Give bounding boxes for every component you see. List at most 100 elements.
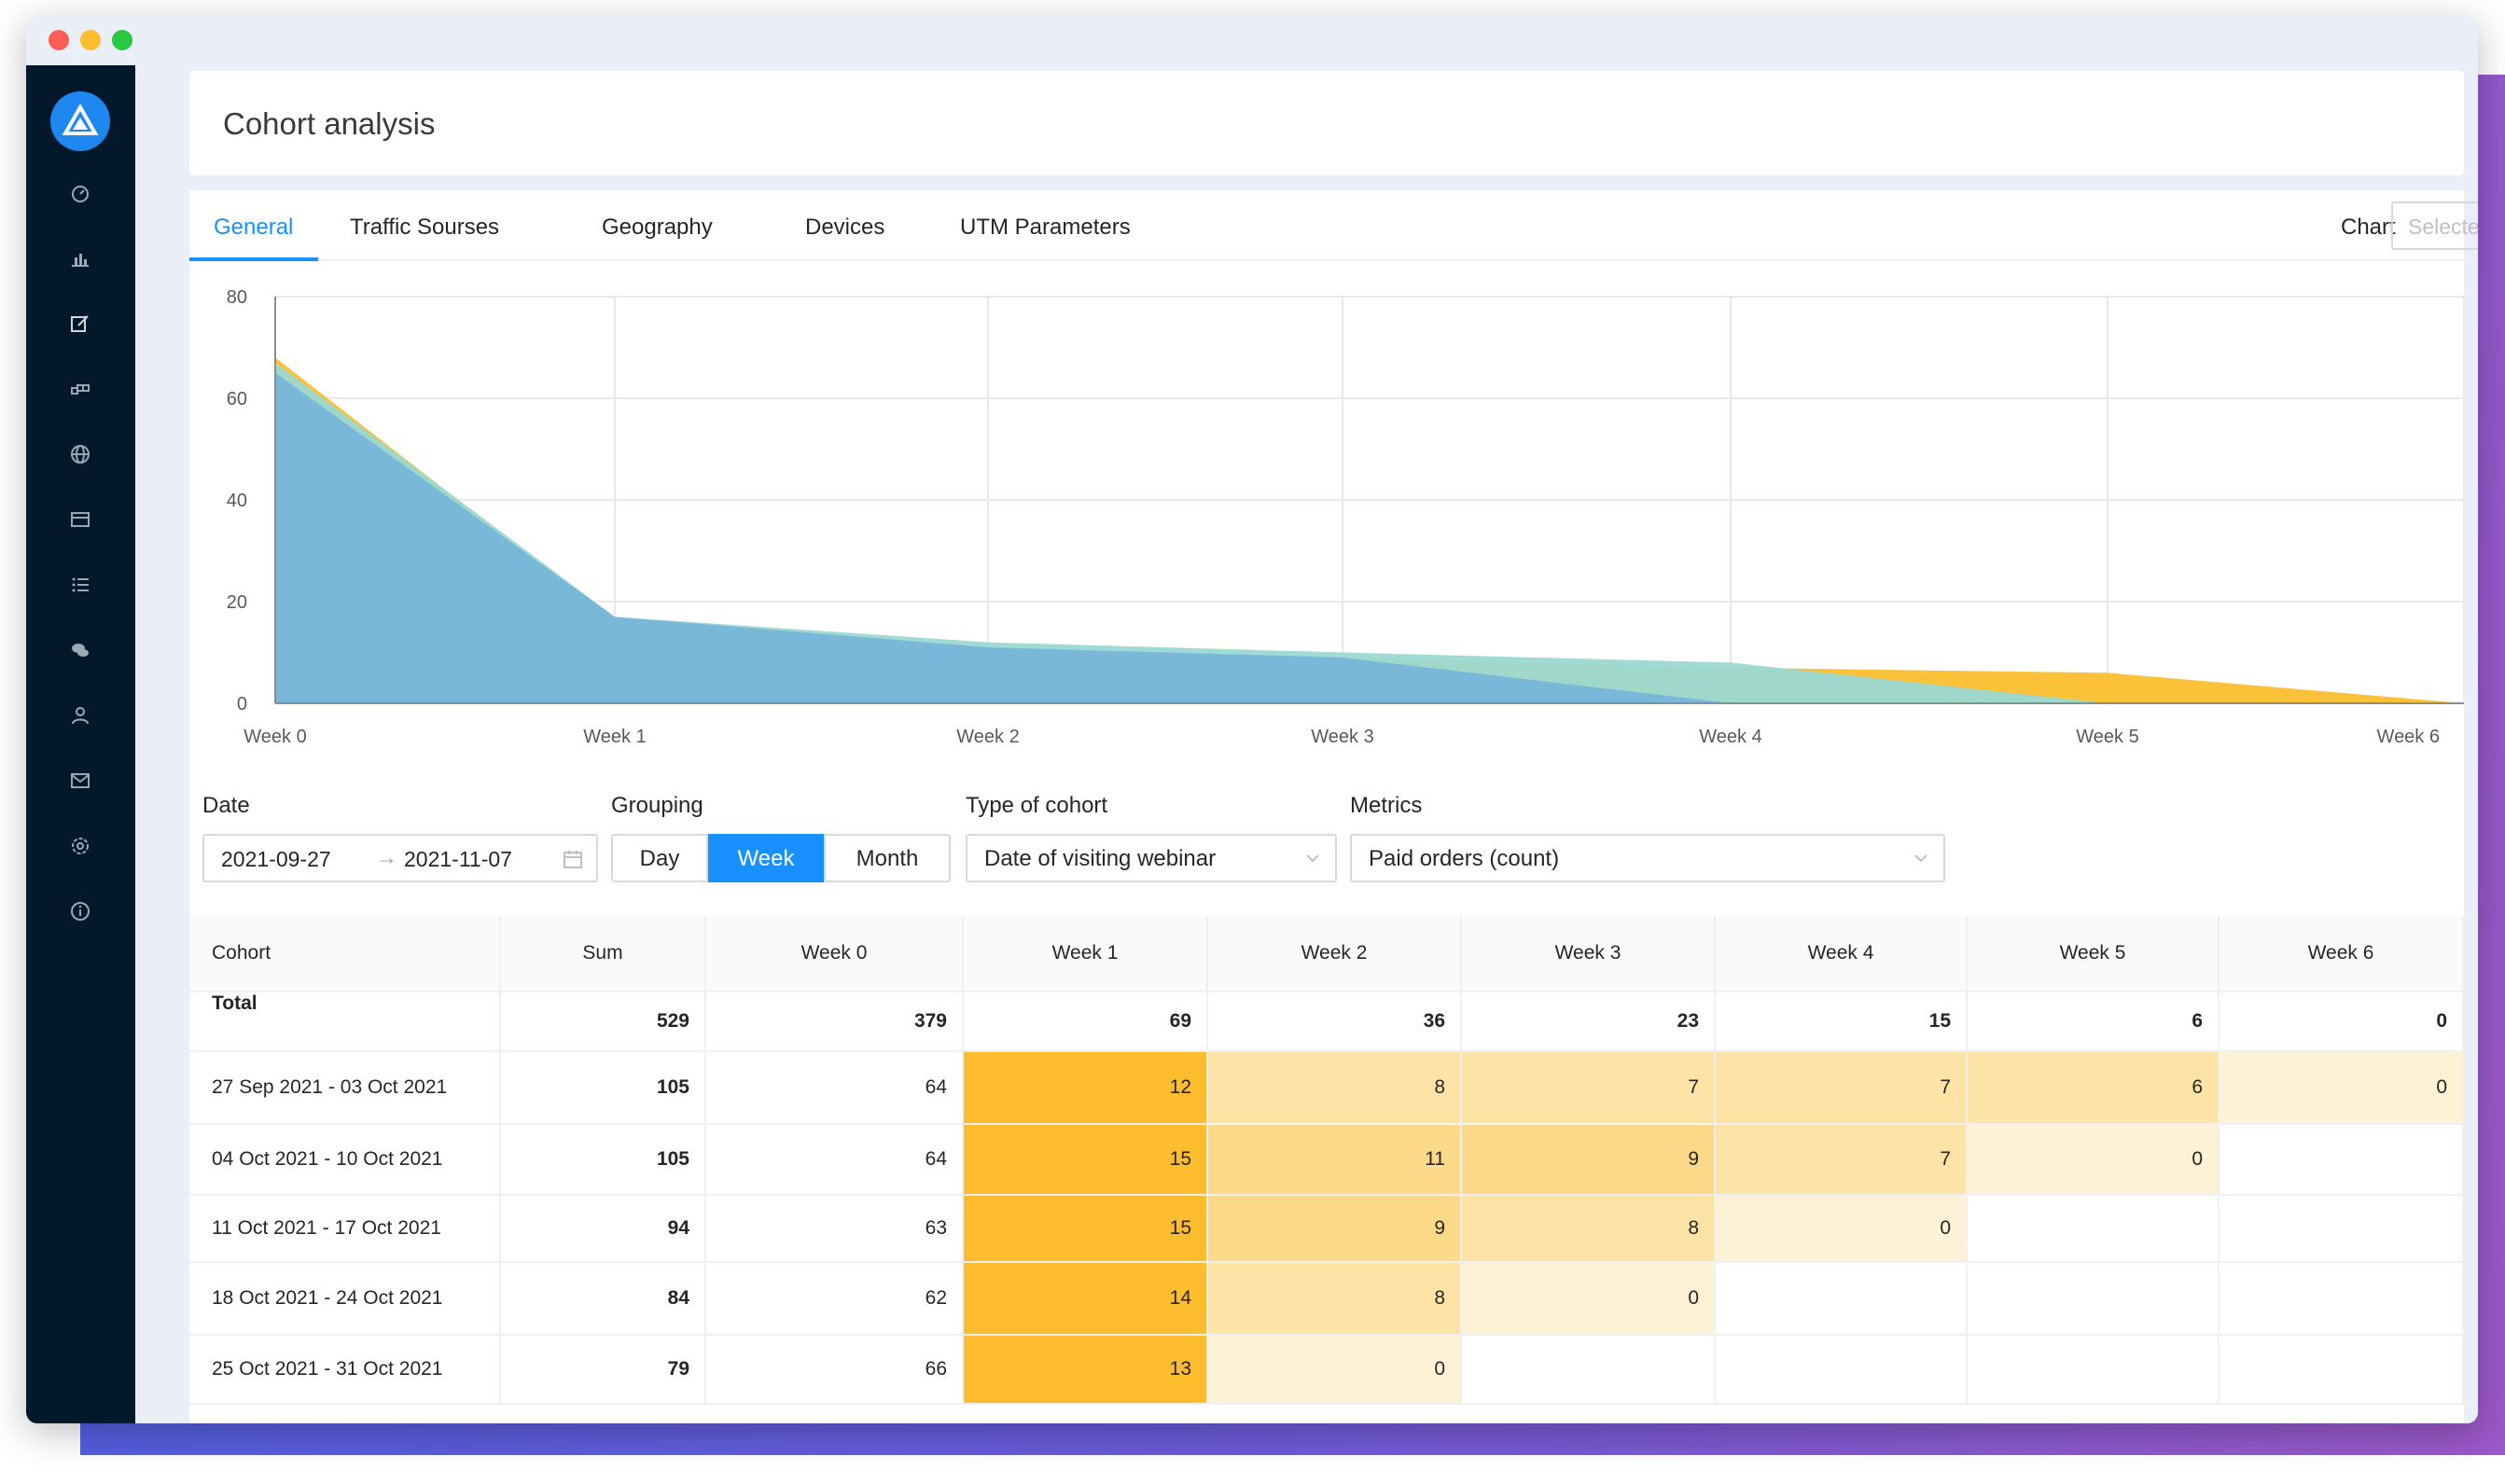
x-tick-label: Week 5 <box>2076 727 2138 747</box>
tab-geography[interactable]: Geography <box>602 215 713 240</box>
grouping-week-button[interactable]: Week <box>708 834 824 882</box>
page-title: Cohort analysis <box>223 106 436 141</box>
sidebar <box>26 65 135 1423</box>
credit-card-icon[interactable] <box>67 506 93 533</box>
week-cell: 13 <box>964 1336 1208 1403</box>
x-tick-label: Week 6 <box>2377 727 2440 747</box>
metrics-label: Metrics <box>1350 793 1423 818</box>
column-header: Week 4 <box>1716 916 1968 991</box>
x-tick-label: Week 4 <box>1699 727 1761 747</box>
chart-select-placeholder: Selected: 3 <box>2408 215 2478 239</box>
week-cell: 15 <box>964 1125 1208 1194</box>
user-icon[interactable] <box>67 702 93 728</box>
main-card: General Traffic Sourses Geography Device… <box>189 190 2478 1423</box>
y-tick-label: 40 <box>227 491 247 511</box>
metrics-select[interactable]: Paid orders (count) <box>1350 834 1945 882</box>
week-cell: 0 <box>1716 1196 1968 1261</box>
info-icon[interactable] <box>67 898 93 924</box>
week-cell: 9 <box>1208 1196 1462 1261</box>
calendar-icon <box>564 851 582 868</box>
column-header: Week 3 <box>1462 916 1716 991</box>
tab-utm-parameters[interactable]: UTM Parameters <box>960 215 1131 240</box>
close-window-button[interactable] <box>49 30 69 50</box>
total-cell: 69 <box>964 992 1208 1050</box>
week-cell: 15 <box>964 1196 1208 1261</box>
total-cell: 0 <box>2220 992 2464 1050</box>
chat-icon[interactable] <box>67 637 93 663</box>
maximize-window-button[interactable] <box>112 30 132 50</box>
week-cell <box>2220 1336 2464 1403</box>
week-cell: 12 <box>964 1052 1208 1123</box>
week-cell: 0 <box>2220 1052 2464 1123</box>
total-cell: 36 <box>1208 992 1462 1050</box>
bar-chart-icon[interactable] <box>67 245 93 271</box>
cohort-type-value: Date of visiting webinar <box>984 846 1217 871</box>
title-bar <box>26 15 2478 65</box>
cohort-type-select[interactable]: Date of visiting webinar <box>966 834 1337 882</box>
y-tick-label: 60 <box>227 389 247 409</box>
week-cell: 0 <box>1462 1263 1716 1334</box>
edit-icon[interactable] <box>67 311 93 337</box>
tab-traffic-sources[interactable]: Traffic Sourses <box>350 215 500 240</box>
x-tick-label: Week 2 <box>956 727 1019 747</box>
cohort-cell: 18 Oct 2021 - 24 Oct 2021 <box>189 1263 501 1334</box>
active-tab-indicator <box>189 257 318 261</box>
x-tick-label: Week 1 <box>583 727 646 747</box>
series-area-2 <box>275 372 2464 703</box>
grouping-day-button[interactable]: Day <box>611 834 708 882</box>
tab-devices[interactable]: Devices <box>805 215 885 240</box>
total-label: Total <box>189 992 501 1050</box>
triangle-logo-icon[interactable] <box>50 91 110 151</box>
metrics-value: Paid orders (count) <box>1369 846 1560 871</box>
sum-cell: 105 <box>501 1052 706 1123</box>
week-cell <box>1968 1196 2220 1261</box>
week-cell <box>1716 1263 1968 1334</box>
date-to[interactable]: 2021-11-07 <box>404 847 512 871</box>
cohort-cell: 25 Oct 2021 - 31 Oct 2021 <box>189 1336 501 1403</box>
chart-select-label: Chart <box>2341 215 2396 240</box>
column-header: Week 2 <box>1208 916 1462 991</box>
week-cell: 14 <box>964 1263 1208 1334</box>
total-cell: 379 <box>706 992 964 1050</box>
week-cell: 8 <box>1208 1263 1462 1334</box>
week-cell: 0 <box>1968 1125 2220 1194</box>
week-cell <box>1968 1263 2220 1334</box>
x-tick-label: Week 3 <box>1311 727 1373 747</box>
tab-general[interactable]: General <box>214 215 294 240</box>
sum-cell: 94 <box>501 1196 706 1261</box>
sum-cell: 84 <box>501 1263 706 1334</box>
chevron-down-icon <box>1306 854 1319 863</box>
week-cell: 8 <box>1208 1052 1462 1123</box>
column-header: Cohort <box>189 916 501 991</box>
week-cell <box>2220 1125 2464 1194</box>
cohort-area-chart: 0 20 40 60 80 Week 0 Week 1 Week 2 Week 3 Week 4 W… <box>227 287 2464 747</box>
settings-icon[interactable] <box>67 833 93 859</box>
week-cell <box>2220 1263 2464 1334</box>
y-tick-label: 0 <box>237 694 247 714</box>
week-cell <box>1462 1336 1716 1403</box>
grouping-month-button[interactable]: Month <box>824 834 951 882</box>
total-cell: 15 <box>1716 992 1968 1050</box>
x-tick-label: Week 0 <box>244 727 306 747</box>
sum-cell: 105 <box>501 1125 706 1194</box>
blocks-icon[interactable] <box>67 376 93 402</box>
chart-series-select[interactable]: Selected: 3 X <box>2391 201 2478 250</box>
date-from[interactable]: 2021-09-27 <box>221 847 331 871</box>
grouping-label: Grouping <box>611 793 703 818</box>
table-row: 25 Oct 2021 - 31 Oct 2021 79 66 13 0 <box>189 1336 2464 1405</box>
date-range-picker[interactable]: 2021-09-27 → 2021-11-07 <box>202 834 598 882</box>
dashboard-icon[interactable] <box>67 180 93 206</box>
week-cell <box>2220 1196 2464 1261</box>
total-cell: 529 <box>501 992 706 1050</box>
list-icon[interactable] <box>67 572 93 598</box>
week-cell: 66 <box>706 1336 964 1403</box>
column-header: Sum <box>501 916 706 991</box>
total-cell: 23 <box>1462 992 1716 1050</box>
y-tick-label: 20 <box>227 592 247 613</box>
content-area: Cohort analysis General Traffic Sourses … <box>135 65 2478 1423</box>
mail-icon[interactable] <box>67 768 93 794</box>
minimize-window-button[interactable] <box>80 30 101 50</box>
sum-cell: 79 <box>501 1336 706 1403</box>
column-header: Week 5 <box>1968 916 2220 991</box>
globe-icon[interactable] <box>67 441 93 467</box>
